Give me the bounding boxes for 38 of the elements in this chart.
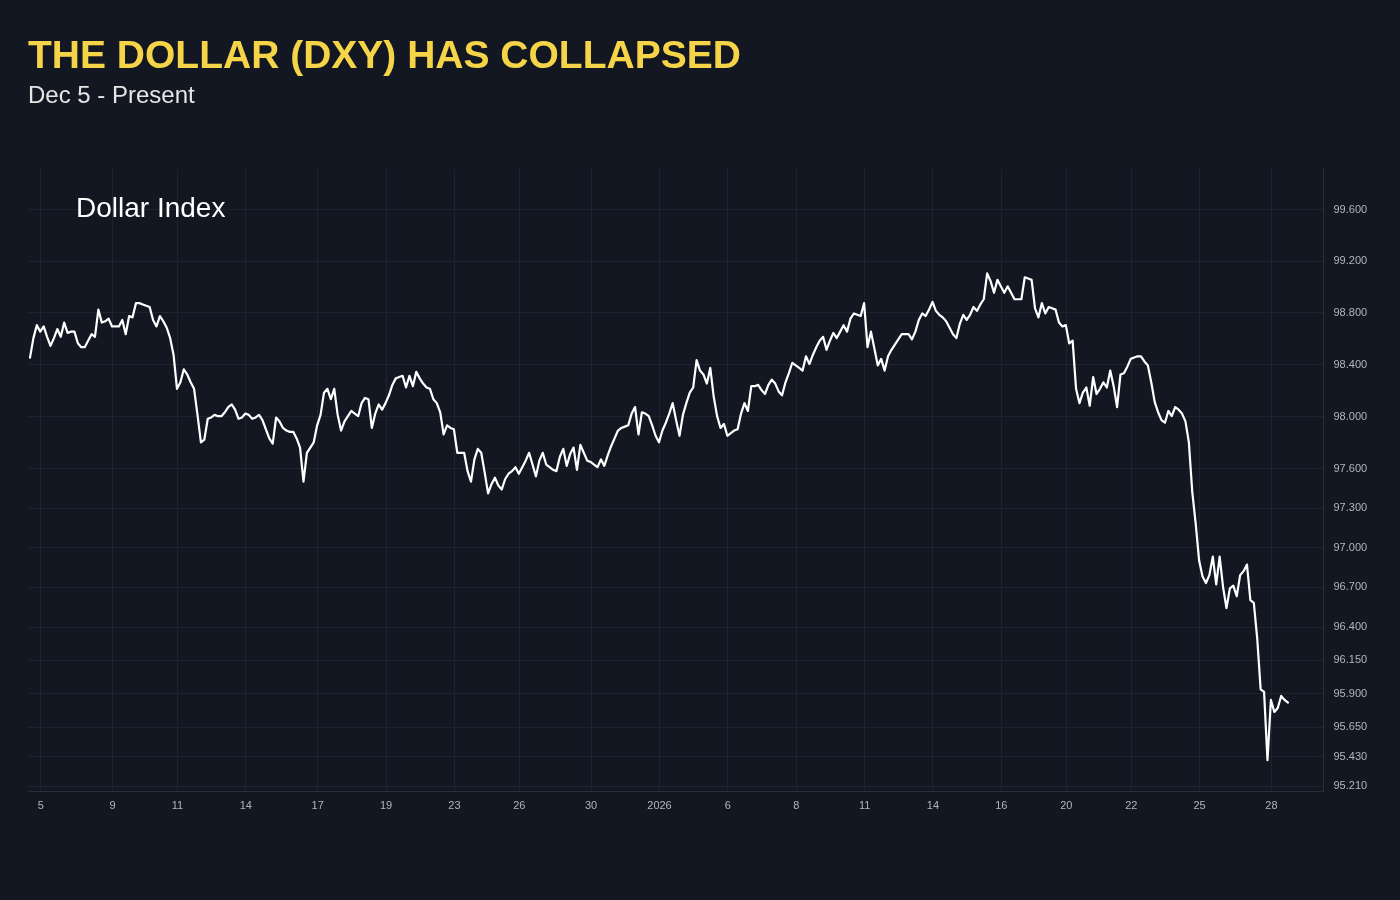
x-tick-label: 14 (926, 798, 940, 811)
y-tick-label: 96.400 (1333, 620, 1368, 633)
y-tick-label: 98.400 (1333, 357, 1368, 370)
y-tick-label: 97.000 (1333, 540, 1368, 553)
x-tick-label: 16 (995, 798, 1008, 811)
y-tick-label: 97.300 (1333, 501, 1368, 514)
x-tick-label: 6 (724, 798, 731, 811)
x-tick-label: 22 (1125, 798, 1138, 811)
y-tick-label: 95.900 (1333, 686, 1368, 699)
y-tick-label: 98.000 (1333, 409, 1368, 422)
x-tick-label: 19 (379, 798, 393, 811)
x-tick-label: 11 (858, 798, 871, 811)
chart-subtitle: Dec 5 - Present (28, 81, 196, 108)
y-tick-label: 95.650 (1333, 720, 1368, 733)
x-tick-label: 28 (1265, 798, 1278, 811)
x-tick-label: 11 (171, 798, 184, 811)
x-tick-label: 8 (793, 798, 800, 811)
y-tick-label: 96.150 (1333, 653, 1368, 666)
x-tick-label: 2026 (647, 798, 672, 811)
x-tick-label: 14 (239, 798, 252, 811)
x-tick-label: 5 (37, 798, 44, 811)
y-tick-label: 98.800 (1333, 305, 1368, 318)
x-tick-label: 26 (513, 798, 526, 811)
y-tick-label: 96.700 (1333, 580, 1368, 593)
y-tick-label: 97.600 (1333, 462, 1368, 474)
text: Dollar Index (76, 192, 226, 223)
y-tick-label: 95.430 (1333, 749, 1368, 762)
y-tick-label: 95.210 (1333, 779, 1368, 792)
y-tick-label: 99.200 (1333, 254, 1368, 266)
x-tick-label: 20 (1060, 798, 1073, 811)
x-tick-label: 9 (109, 798, 116, 811)
x-tick-label: 23 (448, 798, 461, 811)
y-tick-label: 99.600 (1333, 202, 1368, 215)
x-tick-label: 30 (585, 798, 598, 811)
chart-title: THE DOLLAR (DXY) HAS COLLAPSED (28, 33, 741, 76)
line-series (28, 272, 1290, 762)
x-tick-label: 17 (311, 798, 324, 811)
x-tick-label: 25 (1193, 798, 1206, 811)
